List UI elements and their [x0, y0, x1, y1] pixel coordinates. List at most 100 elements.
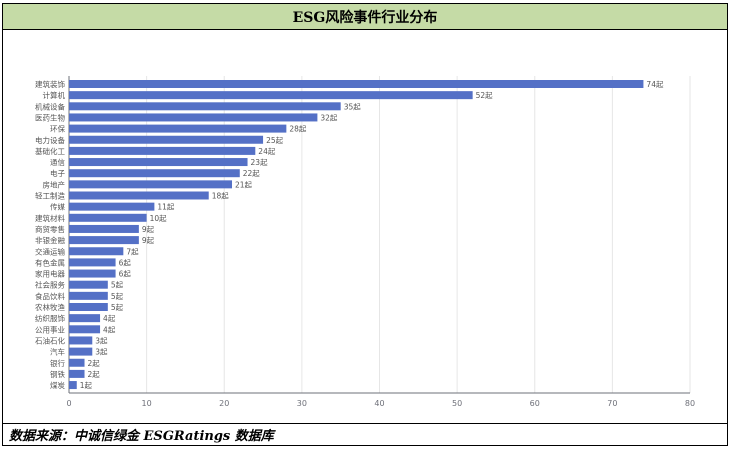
- bar: [69, 314, 101, 323]
- bar: [69, 202, 155, 211]
- data-label: 5起: [111, 292, 124, 301]
- x-tick-label: 80: [685, 399, 695, 408]
- category-label: 机械设备: [35, 101, 65, 111]
- data-label: 7起: [126, 247, 139, 256]
- category-label: 煤炭: [50, 380, 65, 390]
- data-label: 6起: [119, 258, 132, 267]
- bar: [69, 124, 287, 133]
- category-label: 钢铁: [50, 369, 65, 379]
- title-bar: ESG风险事件行业分布: [3, 4, 727, 30]
- bar: [69, 191, 209, 200]
- category-label: 公用事业: [35, 324, 65, 334]
- data-label: 3起: [95, 336, 108, 345]
- data-label: 9起: [142, 225, 155, 234]
- category-label: 电力设备: [35, 135, 65, 145]
- data-label: 18起: [212, 192, 230, 201]
- bar: [69, 347, 93, 356]
- x-tick-label: 40: [374, 399, 384, 408]
- category-label: 汽车: [50, 347, 65, 357]
- bar: [69, 258, 116, 267]
- data-label: 10起: [150, 214, 168, 223]
- x-tick-label: 60: [530, 399, 540, 408]
- bar: [69, 325, 101, 334]
- data-label: 52起: [476, 91, 494, 100]
- category-label: 建筑装饰: [35, 79, 65, 89]
- data-label: 32起: [320, 113, 338, 122]
- data-label: 1起: [80, 381, 93, 390]
- bar: [69, 381, 77, 390]
- x-tick-label: 30: [297, 399, 307, 408]
- bar: [69, 80, 644, 88]
- category-label: 医药生物: [35, 112, 65, 122]
- data-label: 2起: [88, 359, 101, 368]
- data-label: 35起: [344, 102, 362, 111]
- x-tick-label: 70: [607, 399, 617, 408]
- data-label: 74起: [646, 80, 664, 89]
- category-label: 商贸零售: [35, 224, 65, 234]
- bar: [69, 102, 341, 111]
- bar: [69, 358, 85, 367]
- category-label: 非银金融: [35, 235, 65, 245]
- category-label: 家用电器: [35, 269, 65, 279]
- bar: [69, 169, 240, 178]
- data-label: 11起: [157, 203, 175, 212]
- data-label: 9起: [142, 236, 155, 245]
- bar: [69, 113, 318, 122]
- data-label: 25起: [266, 136, 284, 145]
- bar: [69, 158, 248, 167]
- data-label: 24起: [258, 147, 276, 156]
- chart-area: 0 10 20 30 40 50 60 70 80 建筑装饰 74起计算机 52起机械设备 35起医药生…: [3, 30, 727, 423]
- category-label: 食品饮料: [35, 291, 65, 301]
- bar: [69, 303, 108, 311]
- category-label: 石油石化: [35, 335, 65, 345]
- bar: [69, 269, 116, 278]
- category-label: 社会服务: [35, 280, 65, 290]
- data-label: 28起: [289, 125, 307, 134]
- bar: [69, 91, 473, 100]
- bar: [69, 236, 139, 245]
- data-label: 5起: [111, 303, 124, 312]
- bar: [69, 180, 233, 189]
- category-label: 房地产: [43, 179, 66, 189]
- bar: [69, 336, 93, 345]
- source-bar: 数据来源：中诚信绿金 ESGRatings 数据库: [3, 423, 727, 445]
- source-note: 数据来源：中诚信绿金 ESGRatings 数据库: [9, 429, 274, 444]
- category-label: 轻工制造: [35, 191, 65, 201]
- bar: [69, 135, 264, 144]
- data-label: 23起: [251, 158, 269, 167]
- bar: [69, 369, 85, 378]
- category-label: 通信: [50, 157, 65, 167]
- category-label: 计算机: [43, 90, 66, 100]
- category-label: 农林牧渔: [35, 302, 65, 312]
- category-label: 传媒: [50, 202, 65, 212]
- category-label: 交通运输: [35, 246, 65, 256]
- data-label: 21起: [235, 180, 253, 189]
- bar: [69, 280, 108, 289]
- category-label: 基础化工: [35, 146, 65, 156]
- data-label: 22起: [243, 169, 261, 178]
- chart-title: ESG风险事件行业分布: [292, 9, 438, 26]
- figure-frame: ESG风险事件行业分布 0 10 20 30 40 50 60 70 80 建筑装饰 74起计算机 5…: [2, 3, 728, 446]
- bar: [69, 224, 139, 233]
- category-label: 有色金属: [35, 257, 65, 267]
- category-label: 银行: [50, 358, 65, 368]
- data-label: 5起: [111, 281, 124, 290]
- data-label: 2起: [88, 370, 101, 379]
- data-label: 4起: [103, 314, 116, 323]
- category-label: 建筑材料: [35, 213, 65, 223]
- x-tick-label: 0: [66, 399, 71, 408]
- bar: [69, 291, 108, 300]
- bar: [69, 146, 256, 155]
- x-tick-label: 50: [452, 399, 462, 408]
- category-label: 环保: [50, 125, 65, 134]
- bar: [69, 247, 124, 256]
- bar: [69, 213, 147, 222]
- data-label: 6起: [119, 270, 132, 279]
- data-label: 3起: [95, 348, 108, 357]
- x-tick-label: 20: [219, 399, 229, 408]
- category-label: 纺织服饰: [35, 313, 65, 323]
- category-label: 电子: [50, 168, 65, 178]
- x-tick-label: 10: [142, 399, 152, 408]
- data-label: 4起: [103, 325, 116, 334]
